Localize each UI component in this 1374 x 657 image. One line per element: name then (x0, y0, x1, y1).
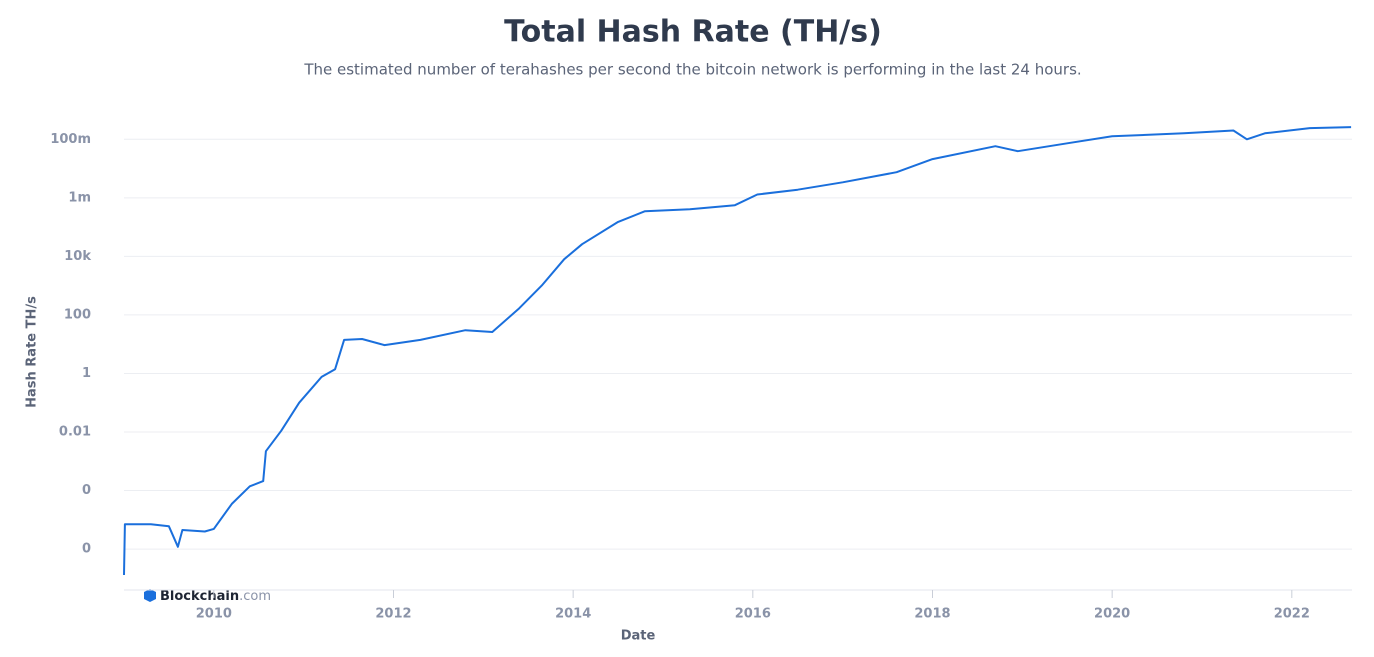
y-axis-label: Hash Rate TH/s (25, 296, 40, 408)
x-tick-label: 2014 (555, 607, 591, 622)
y-tick-label: 1 (82, 366, 91, 381)
y-tick-label: 100 (64, 307, 91, 322)
brand-name: Blockchain (160, 589, 239, 604)
y-tick-label: 100m (50, 132, 91, 147)
x-axis-label: Date (621, 629, 656, 644)
y-tick-label: 1m (68, 190, 91, 205)
x-tick-label: 2016 (735, 607, 771, 622)
x-tick-label: 2022 (1274, 607, 1310, 622)
x-tick-label: 2020 (1094, 607, 1130, 622)
y-tick-label: 0.01 (59, 424, 91, 439)
x-tick-label: 2012 (375, 607, 411, 622)
y-tick-label: 0 (82, 542, 91, 557)
chart-title: Total Hash Rate (TH/s) (504, 15, 882, 50)
data-line (123, 126, 1352, 576)
x-tick-label: 2018 (914, 607, 950, 622)
y-tick-label: 10k (64, 249, 91, 264)
brand-icon (144, 589, 156, 602)
chart-subtitle: The estimated number of terahashes per s… (303, 61, 1081, 79)
brand: Blockchain.com (144, 589, 271, 604)
x-tick-label: 2010 (196, 607, 232, 622)
brand-text: Blockchain.com (160, 589, 271, 604)
brand-suffix: .com (239, 589, 271, 604)
y-tick-label: 0 (82, 483, 91, 498)
